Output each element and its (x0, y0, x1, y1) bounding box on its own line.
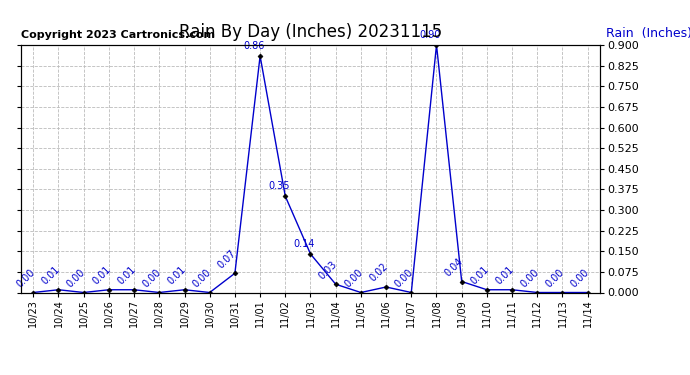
Text: 0.00: 0.00 (14, 267, 37, 289)
Text: 0.04: 0.04 (443, 256, 465, 278)
Text: 0.00: 0.00 (191, 267, 213, 289)
Text: 0.14: 0.14 (293, 239, 315, 249)
Text: 0.00: 0.00 (569, 267, 591, 289)
Text: Rain  (Inches): Rain (Inches) (606, 27, 690, 40)
Text: 0.01: 0.01 (166, 264, 188, 286)
Text: 0.00: 0.00 (65, 267, 87, 289)
Text: 0.00: 0.00 (393, 267, 415, 289)
Text: 0.01: 0.01 (493, 264, 515, 286)
Text: 0.01: 0.01 (469, 264, 491, 286)
Text: 0.00: 0.00 (544, 267, 566, 289)
Text: 0.00: 0.00 (519, 267, 541, 289)
Title: Rain By Day (Inches) 20231115: Rain By Day (Inches) 20231115 (179, 22, 442, 40)
Text: 0.03: 0.03 (317, 259, 339, 281)
Text: 0.02: 0.02 (367, 261, 390, 284)
Text: 0.01: 0.01 (40, 264, 62, 286)
Text: 0.01: 0.01 (115, 264, 137, 286)
Text: Copyright 2023 Cartronics.com: Copyright 2023 Cartronics.com (21, 30, 215, 40)
Text: 0.00: 0.00 (342, 267, 364, 289)
Text: 0.35: 0.35 (268, 181, 290, 191)
Text: 0.07: 0.07 (216, 248, 239, 270)
Text: 0.01: 0.01 (90, 264, 112, 286)
Text: 0.86: 0.86 (243, 41, 264, 51)
Text: 0.00: 0.00 (141, 267, 163, 289)
Text: 0.90: 0.90 (420, 30, 441, 40)
